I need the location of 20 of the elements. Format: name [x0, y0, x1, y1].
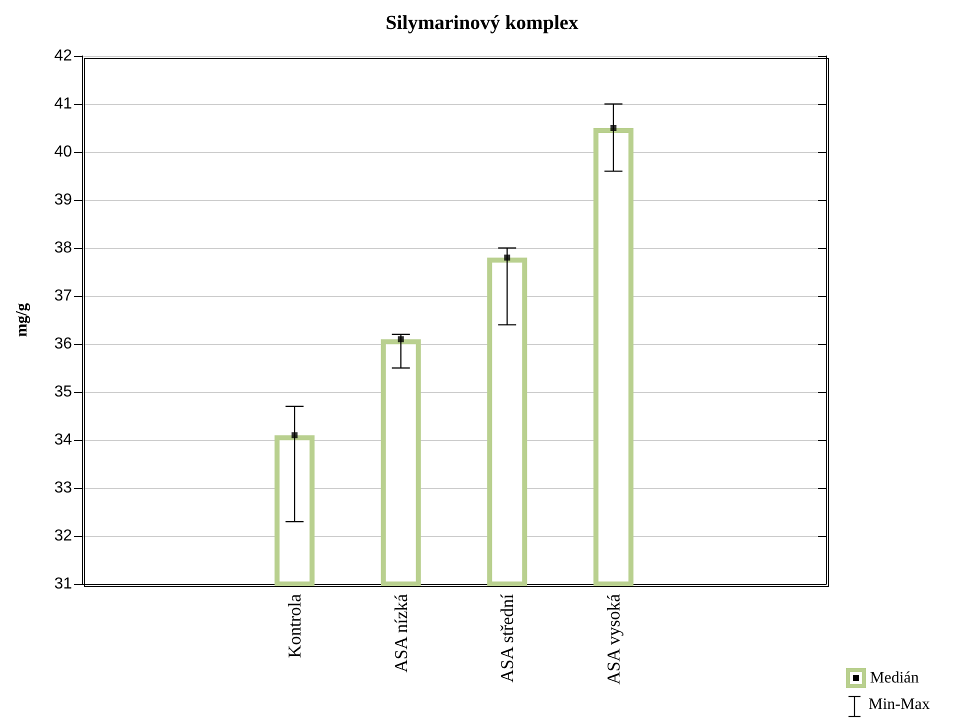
y-tick-label: 41 — [54, 96, 72, 112]
y-tick-label: 31 — [54, 576, 72, 592]
y-tick-label: 39 — [54, 192, 72, 208]
y-axis-title: mg/g — [14, 303, 30, 337]
x-tick-label: Kontrola — [284, 594, 305, 658]
y-tick-label: 33 — [54, 480, 72, 496]
x-tick-label: ASA vysoká — [603, 594, 624, 685]
x-tick-label: ASA střední — [497, 594, 518, 683]
y-tick-label: 40 — [54, 144, 72, 160]
y-tick-label: 42 — [54, 48, 72, 64]
y-tick-label: 38 — [54, 240, 72, 256]
legend-label: Medián — [870, 670, 919, 686]
x-tick-label: ASA nízká — [390, 594, 411, 672]
chart-title: Silymarinový komplex — [386, 12, 578, 34]
y-tick-label: 35 — [54, 384, 72, 400]
y-tick-label: 36 — [54, 336, 72, 352]
y-tick-label: 37 — [54, 288, 72, 304]
y-tick-label: 32 — [54, 528, 72, 544]
y-tick-label: 34 — [54, 432, 72, 448]
text: Min-Max — [868, 696, 930, 713]
